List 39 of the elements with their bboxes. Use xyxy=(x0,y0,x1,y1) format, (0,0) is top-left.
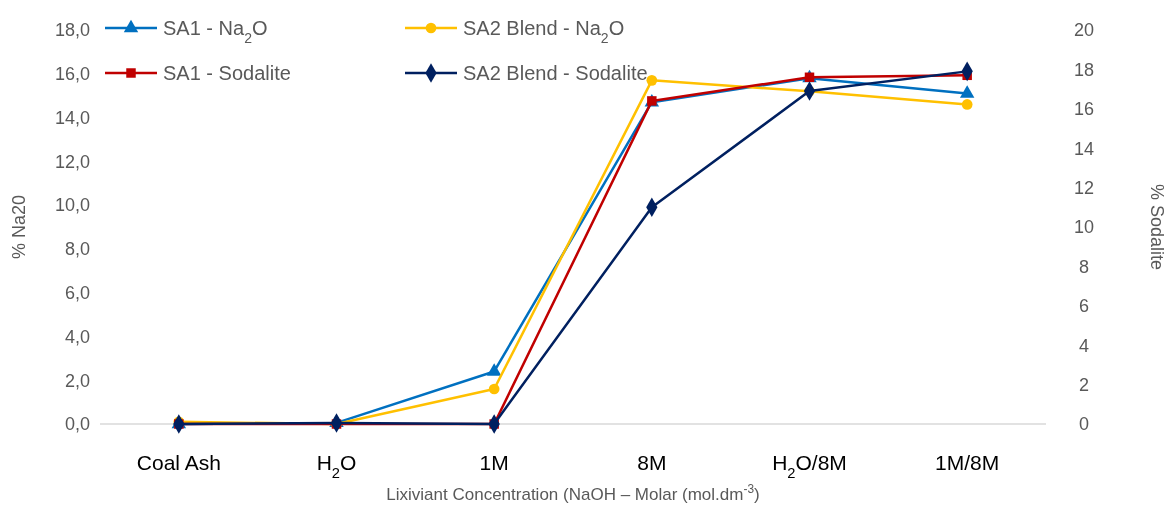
y2-tick-label: 8 xyxy=(1078,256,1090,277)
y-tick-label: 18,0 xyxy=(54,20,90,41)
y-tick-label: 12,0 xyxy=(54,151,90,172)
x-axis-title: Lixiviant Concentration (NaOH – Molar (mol.dm$^{-3}$) xyxy=(386,482,760,504)
x-tick-label: 1M/8M xyxy=(935,451,1000,474)
y2-axis-title: % Sodalite xyxy=(1147,183,1167,271)
y-tick-label: 16,0 xyxy=(54,64,90,85)
point xyxy=(959,85,975,98)
y2-tick-label: 6 xyxy=(1078,296,1090,317)
y-tick-label: 4,0 xyxy=(64,326,90,347)
legend-label: SA1 - Sodalite xyxy=(163,62,291,84)
x-tick-label: H$_{2}$O/8M xyxy=(772,451,847,481)
y2-tick-label: 18 xyxy=(1073,59,1095,80)
y2-tick-label: 20 xyxy=(1073,20,1095,41)
point xyxy=(488,383,500,395)
x-tick-label: Coal Ash xyxy=(136,451,221,474)
y2-tick-label: 12 xyxy=(1073,177,1095,198)
y-axis-title: % Na20 xyxy=(9,194,29,260)
y-tick-label: 6,0 xyxy=(64,282,90,303)
y-tick-label: 8,0 xyxy=(64,239,90,260)
point xyxy=(646,75,658,86)
y-tick-label: 0,0 xyxy=(64,414,90,435)
point xyxy=(486,363,502,376)
point xyxy=(961,99,973,110)
y-tick-label: 2,0 xyxy=(64,370,90,391)
legend-label: SA2 Blend - Na$_{2}$O xyxy=(463,17,625,46)
y2-tick-label: 14 xyxy=(1073,138,1095,159)
y-tick-label: 14,0 xyxy=(54,107,90,128)
y2-tick-label: 4 xyxy=(1078,335,1090,356)
y2-tick-label: 16 xyxy=(1073,99,1095,120)
x-tick-label: 8M xyxy=(637,451,667,474)
x-tick-label: 1M xyxy=(479,451,509,474)
y-tick-label: 10,0 xyxy=(54,195,90,216)
legend-label: SA2 Blend - Sodalite xyxy=(463,62,648,84)
legend-label: SA1 - Na$_{2}$O xyxy=(163,17,268,46)
y2-tick-label: 0 xyxy=(1078,414,1090,435)
x-tick-label: H$_{2}$O xyxy=(316,451,357,481)
y2-tick-label: 2 xyxy=(1078,374,1090,395)
y2-tick-label: 10 xyxy=(1073,217,1095,238)
